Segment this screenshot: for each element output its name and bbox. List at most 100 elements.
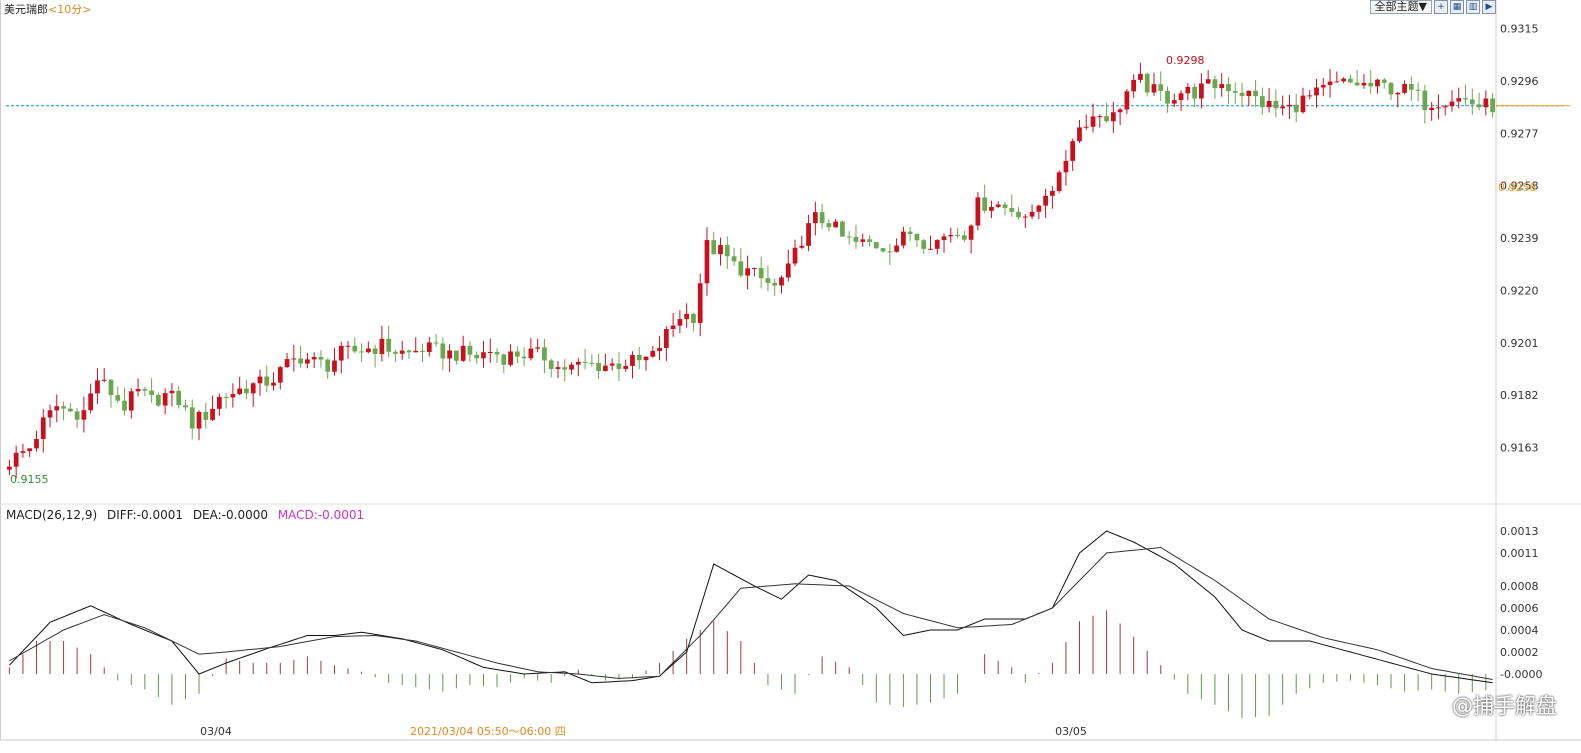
candle [1056,172,1062,192]
candle [603,365,608,372]
period-selector[interactable]: <10分> [48,3,92,16]
candle [1232,91,1238,93]
candle [372,348,378,354]
candle [237,388,243,395]
candle [623,365,629,369]
candle [1144,73,1150,93]
candle [914,234,920,241]
candle [738,261,744,276]
candle [1375,79,1380,87]
price-tick-label: 0.9239 [1500,232,1539,245]
candle [1029,211,1035,217]
candle [1199,83,1204,99]
candle [894,245,899,252]
candle [596,363,601,372]
candle [535,347,541,349]
candle [650,350,656,357]
candle [731,256,737,262]
candle [609,363,615,366]
candle [887,251,893,253]
watermark: @捕手解盘 [1452,694,1557,718]
candle [1300,95,1306,113]
candle [995,204,1001,207]
candle [867,239,872,243]
chart-title: 美元瑞郎<10分> [4,1,91,17]
macd-tick-label: 0.0002 [1500,646,1539,659]
candle [792,247,798,264]
candle [481,352,486,359]
candle [630,354,635,366]
candle [1063,160,1069,173]
candle [1158,84,1164,91]
candle [169,390,175,394]
candle [135,389,141,392]
candle [74,411,80,420]
theme-dropdown[interactable]: 全部主题▼ [1369,0,1432,14]
candle [955,234,960,236]
candle [81,410,87,420]
candle [812,212,818,224]
candle [413,350,419,353]
candle [399,350,405,354]
candle [420,350,425,352]
candle [616,363,622,369]
candle [934,240,940,249]
time-label: 03/04 [200,725,232,738]
candle [1212,79,1218,89]
candle [345,345,351,347]
candle [1469,99,1475,105]
macd-tick-label: 0.0004 [1500,624,1539,637]
candle [467,345,473,355]
candle [440,343,446,359]
candle [697,283,703,323]
macd-legend: MACD(26,12,9) DIFF:-0.0001 DEA:-0.0000 M… [6,508,370,522]
candle [196,411,202,429]
candle [921,240,927,249]
price-tick-label: 0.9201 [1500,337,1539,350]
candle [318,357,324,360]
candle [1009,207,1015,212]
candle [975,197,981,226]
plus-box-icon[interactable]: + [1434,0,1448,14]
candle [1327,81,1333,86]
candle [1090,116,1096,127]
candle [447,350,452,359]
arrow-right-icon[interactable]: ▶ [1482,0,1496,14]
candle [589,362,595,364]
candle [305,359,310,364]
candle [508,351,513,365]
candle [359,351,364,353]
grid-icon[interactable]: ▦ [1450,0,1464,14]
candle [1307,95,1313,97]
candle [1165,90,1170,104]
candle [663,328,669,348]
candle [142,389,148,391]
candle [840,221,845,237]
candle [1050,191,1055,196]
candle [27,448,33,452]
time-label: 03/05 [1055,725,1087,738]
candle [1483,98,1489,108]
candle [250,383,256,394]
candle [785,263,791,278]
candle [907,231,913,235]
candle [758,268,764,279]
candle [691,313,696,323]
candle [799,245,805,248]
candle [575,361,581,365]
candle [968,225,974,240]
macd-tick-label: 0.0011 [1500,547,1539,560]
candle [542,347,547,361]
candle [636,354,642,361]
candle [643,356,649,361]
columns-icon[interactable]: ▥ [1466,0,1480,14]
candle [115,395,121,401]
candle [657,347,662,351]
candle [20,451,26,453]
candle [284,359,290,368]
macd-tick-label: 0.0006 [1500,602,1539,615]
candle [779,277,784,286]
candle [826,223,832,228]
price-tick-label: 0.9182 [1500,389,1539,402]
